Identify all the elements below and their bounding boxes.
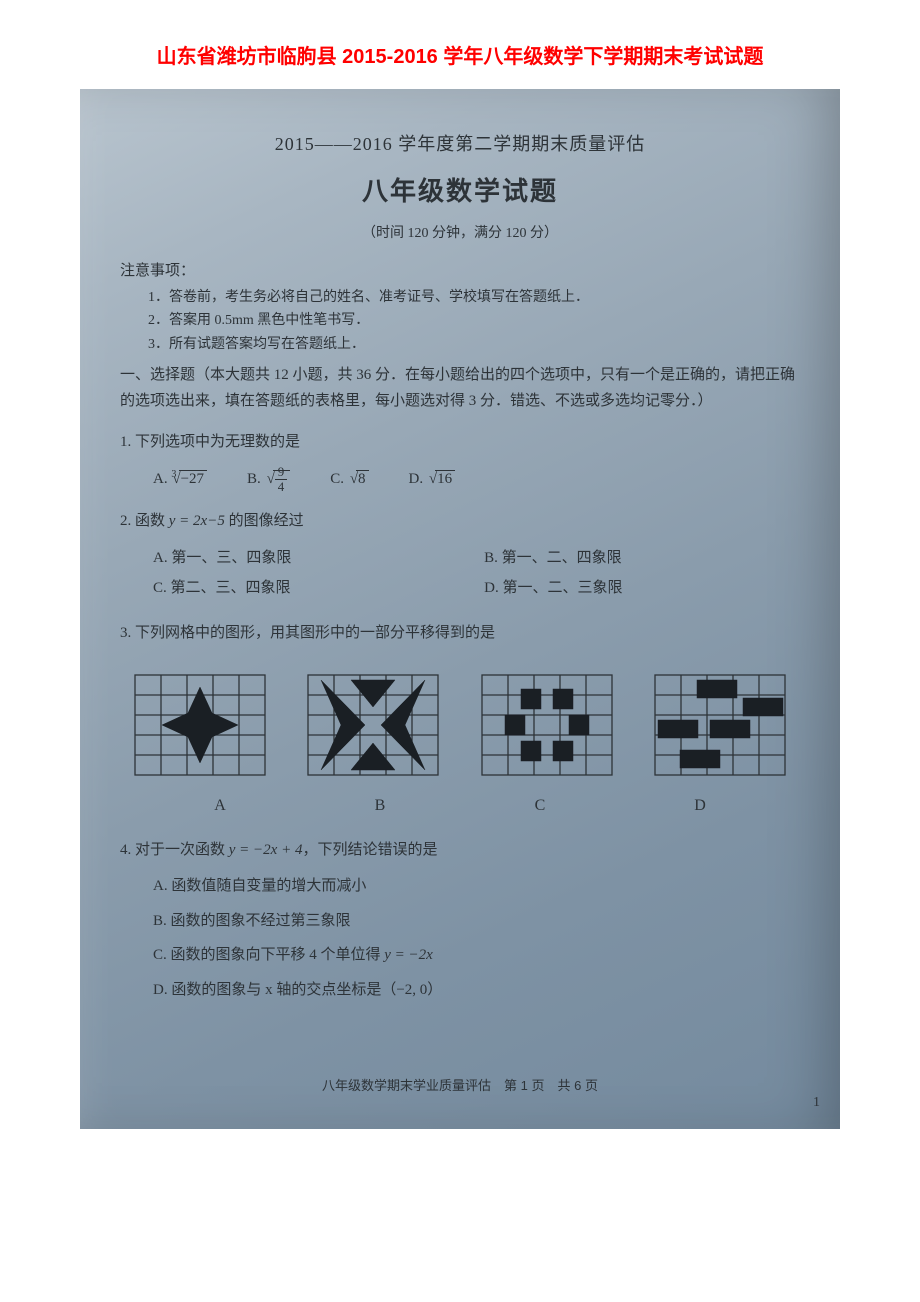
q1-options: A. 3−27 B. 94 C. 8 D. 16 — [120, 465, 800, 494]
q3-figure-d — [650, 665, 790, 785]
q2-options: A. 第一、三、四象限 B. 第一、二、四象限 C. 第二、三、四象限 D. 第… — [120, 544, 800, 605]
exam-header-year: 2015——2016 学年度第二学期期末质量评估 — [120, 127, 800, 161]
scanned-exam-page: 2015——2016 学年度第二学期期末质量评估 八年级数学试题 （时间 120… — [80, 89, 840, 1129]
page-title: 山东省潍坊市临朐县 2015-2016 学年八年级数学下学期期末考试试题 — [0, 0, 920, 89]
question-3: 3. 下列网格中的图形，用其图形中的一部分平移得到的是 — [120, 619, 800, 822]
q3-figure-a — [130, 665, 270, 785]
q1-option-d: D. 16 — [409, 465, 456, 494]
q3-figure-c — [477, 665, 617, 785]
exam-header-time: （时间 120 分钟，满分 120 分） — [120, 221, 800, 248]
q2-stem: 2. 函数 y = 2x−5 的图像经过 — [120, 507, 800, 536]
q2-option-d: D. 第一、二、三象限 — [484, 574, 775, 603]
page-number: 1 — [813, 1090, 820, 1117]
question-2: 2. 函数 y = 2x−5 的图像经过 A. 第一、三、四象限 B. 第一、二… — [120, 507, 800, 605]
notice-title: 注意事项： — [120, 257, 800, 286]
q3-label-c: C — [480, 791, 600, 821]
question-4: 4. 对于一次函数 y = −2x + 4，下列结论错误的是 A. 函数值随自变… — [120, 836, 800, 1005]
q4-option-c: C. 函数的图象向下平移 4 个单位得 y = −2x — [153, 941, 800, 970]
q4-option-d: D. 函数的图象与 x 轴的交点坐标是（−2, 0） — [153, 976, 800, 1005]
q4-option-b: B. 函数的图象不经过第三象限 — [153, 907, 800, 936]
q3-label-b: B — [320, 791, 440, 821]
q3-label-d: D — [640, 791, 760, 821]
q4-option-a: A. 函数值随自变量的增大而减小 — [153, 872, 800, 901]
q1-option-c: C. 8 — [330, 465, 368, 494]
q1-stem: 1. 下列选项中为无理数的是 — [120, 428, 800, 457]
exam-header-title: 八年级数学试题 — [120, 167, 800, 216]
q4-options: A. 函数值随自变量的增大而减小 B. 函数的图象不经过第三象限 C. 函数的图… — [120, 872, 800, 1004]
notice-item: 1．答卷前，考生务必将自己的姓名、准考证号、学校填写在答题纸上． — [148, 286, 800, 310]
q1-option-b: B. 94 — [247, 465, 290, 494]
q3-labels: A B C D — [160, 791, 760, 821]
notice-item: 2．答案用 0.5mm 黑色中性笔书写． — [148, 309, 800, 333]
notice-list: 1．答卷前，考生务必将自己的姓名、准考证号、学校填写在答题纸上． 2．答案用 0… — [120, 286, 800, 357]
q3-figure-b — [303, 665, 443, 785]
q2-option-c: C. 第二、三、四象限 — [153, 574, 444, 603]
notice-item: 3．所有试题答案均写在答题纸上． — [148, 333, 800, 357]
q2-option-a: A. 第一、三、四象限 — [153, 544, 444, 573]
page-footer: 八年级数学期末学业质量评估 第 1 页 共 6 页 — [120, 1074, 800, 1099]
q3-label-a: A — [160, 791, 280, 821]
q2-option-b: B. 第一、二、四象限 — [484, 544, 775, 573]
section-intro: 一、选择题（本大题共 12 小题，共 36 分．在每小题给出的四个选项中，只有一… — [120, 363, 800, 414]
q1-option-a: A. 3−27 — [153, 465, 207, 494]
q4-stem: 4. 对于一次函数 y = −2x + 4，下列结论错误的是 — [120, 836, 800, 865]
question-1: 1. 下列选项中为无理数的是 A. 3−27 B. 94 C. 8 D. 16 — [120, 428, 800, 493]
q3-stem: 3. 下列网格中的图形，用其图形中的一部分平移得到的是 — [120, 619, 800, 648]
q3-figures — [130, 665, 790, 785]
